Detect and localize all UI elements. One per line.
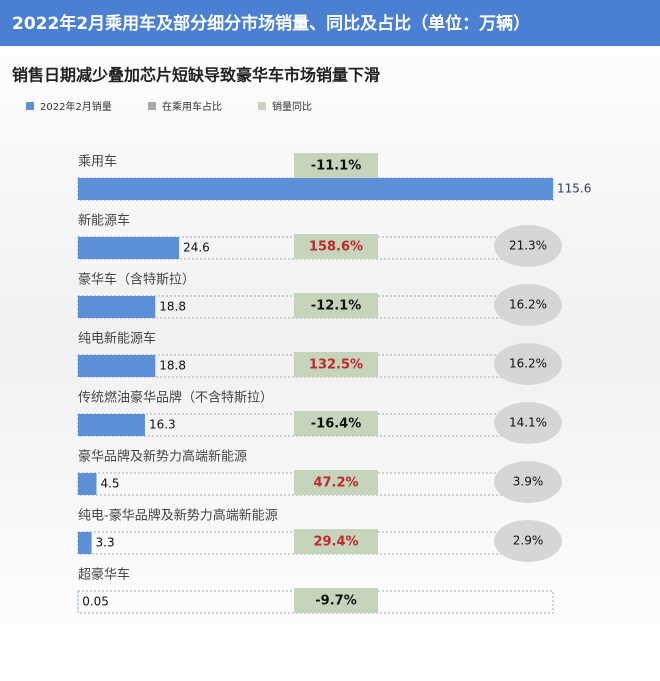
yoy-label: 29.4% (313, 535, 358, 550)
legend-swatch (258, 102, 266, 110)
chart-title: 2022年2月乘用车及部分细分市场销量、同比及占比（单位：万辆） (12, 13, 530, 34)
category-label: 纯电新能源车 (78, 331, 156, 347)
legend-swatch (26, 102, 34, 110)
yoy-label: 47.2% (313, 476, 358, 491)
bar (78, 532, 92, 554)
legend-swatch (148, 102, 156, 110)
share-label: 14.1% (509, 416, 547, 430)
share-label: 16.2% (509, 357, 547, 371)
share-label: 21.3% (509, 239, 547, 253)
bar (78, 178, 553, 200)
bar-value: 0.05 (82, 595, 109, 609)
yoy-label: -9.7% (315, 594, 356, 609)
yoy-label: 158.6% (309, 240, 363, 255)
bar-value: 24.6 (183, 241, 210, 255)
bar (78, 237, 179, 259)
legend-label: 在乘用车占比 (162, 100, 222, 113)
bar-value: 4.5 (100, 477, 119, 491)
share-label: 3.9% (513, 475, 544, 489)
yoy-label: -11.1% (311, 159, 362, 174)
chart-subtitle: 销售日期减少叠加芯片短缺导致豪华车市场销量下滑 (12, 66, 380, 85)
yoy-label: 132.5% (309, 358, 363, 373)
category-label: 豪华车（含特斯拉） (78, 272, 195, 288)
bar (78, 296, 155, 318)
category-label: 乘用车 (78, 154, 117, 170)
share-label: 2.9% (513, 534, 544, 548)
bar-value: 115.6 (557, 182, 591, 196)
yoy-label: -12.1% (311, 299, 362, 314)
bar (78, 355, 155, 377)
category-label: 纯电-豪华品牌及新势力高端新能源 (78, 508, 278, 524)
share-label: 16.2% (509, 298, 547, 312)
bar-value: 3.3 (96, 536, 115, 550)
category-label: 传统燃油豪华品牌（不含特斯拉） (78, 390, 273, 406)
category-label: 豪华品牌及新势力高端新能源 (78, 449, 247, 465)
bar-value: 18.8 (159, 300, 186, 314)
legend-label: 销量同比 (272, 100, 312, 113)
bar-value: 16.3 (149, 418, 176, 432)
yoy-label: -16.4% (311, 417, 362, 432)
category-label: 新能源车 (78, 213, 130, 229)
bar-value: 18.8 (159, 359, 186, 373)
bar (78, 414, 145, 436)
category-label: 超豪华车 (78, 567, 130, 583)
legend-label: 2022年2月销量 (40, 100, 112, 113)
bar (78, 473, 96, 495)
